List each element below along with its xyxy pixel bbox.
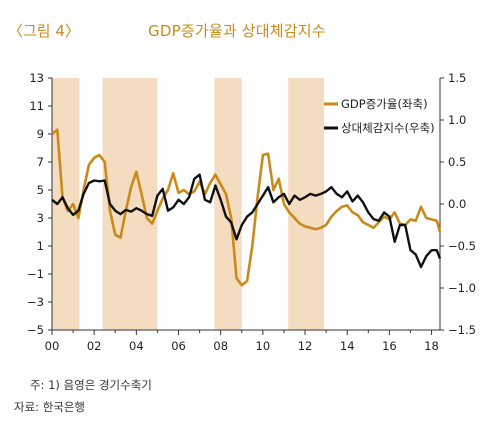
- right-tick-label: −1.0: [448, 281, 476, 295]
- figure-label: 〈그림 4〉: [8, 22, 80, 40]
- left-tick-label: 1: [37, 239, 44, 253]
- left-tick-label: −3: [27, 295, 44, 309]
- left-tick-label: 13: [29, 71, 44, 85]
- legend-label-1: 상대체감지수(우축): [341, 121, 435, 135]
- x-tick-label: 18: [424, 339, 439, 353]
- series-line-1: [51, 173, 442, 269]
- left-tick-label: −1: [27, 267, 44, 281]
- x-tick-label: 00: [45, 339, 60, 353]
- left-tick-label: 3: [37, 211, 44, 225]
- legend-label-0: GDP증가율(좌축): [341, 97, 428, 111]
- x-tick-label: 06: [171, 339, 186, 353]
- right-tick-label: 0.5: [448, 155, 466, 169]
- right-tick-label: −0.5: [448, 239, 476, 253]
- left-tick-label: 7: [37, 155, 44, 169]
- recession-shading: [52, 78, 325, 330]
- right-tick-label: 1.5: [448, 71, 466, 85]
- x-tick-label: 10: [256, 339, 271, 353]
- series-line-0: [51, 128, 442, 287]
- left-tick-label: 5: [37, 183, 44, 197]
- x-tick-label: 08: [213, 339, 228, 353]
- footnote-source: 자료: 한국은행: [14, 400, 86, 414]
- chart-title: GDP증가율과 상대체감지수: [148, 22, 326, 40]
- chart-axes: 13 11 9 7 5 3 1 −1 −3 −5 1.5 1.0 0.5 0.0 −0.5 −1.0 −1.5 0…: [27, 71, 476, 353]
- right-tick-label: −1.5: [448, 323, 476, 337]
- x-tick-label: 14: [340, 339, 355, 353]
- right-tick-label: 0.0: [448, 197, 466, 211]
- x-tick-label: 02: [87, 339, 102, 353]
- left-tick-label: 11: [29, 99, 44, 113]
- chart-lines: [51, 128, 442, 287]
- footnote-note: 주: 1) 음영은 경기수축기: [30, 378, 152, 392]
- left-tick-label: 9: [37, 127, 44, 141]
- x-tick-label: 12: [298, 339, 313, 353]
- shaded-period-3: [288, 78, 325, 330]
- chart-legend: GDP증가율(좌축) 상대체감지수(우축): [324, 97, 435, 135]
- x-tick-label: 04: [129, 339, 144, 353]
- shaded-period-1: [102, 78, 158, 330]
- left-tick-label: −5: [27, 323, 44, 337]
- x-tick-label: 16: [382, 339, 397, 353]
- right-tick-label: 1.0: [448, 113, 466, 127]
